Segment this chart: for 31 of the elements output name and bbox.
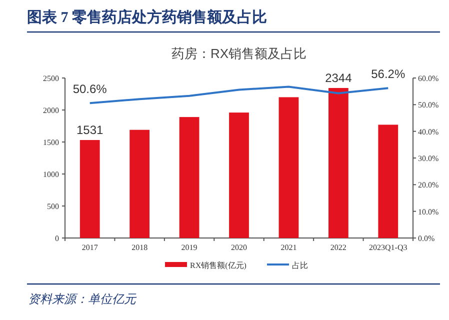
data-label: 2344 [325,70,352,85]
legend-label: 占比 [292,261,308,270]
ytick: 1000 [43,170,59,179]
xtick: 2020 [231,243,247,252]
xtick: 2022 [330,243,346,252]
xtick: 2017 [82,243,98,252]
y2tick: 30.0% [418,154,439,163]
ytick: 2500 [43,74,59,83]
xtick: 2023Q1-Q3 [369,243,408,252]
title: 图表 7 零售药店处方药销售额及占比 [27,10,267,26]
subtitle: 药房：RX销售额及占比 [171,46,307,61]
xtick: 2018 [132,243,148,252]
y2tick: 60.0% [418,74,439,83]
data-label: 50.6% [72,82,107,96]
y2tick: 0.0% [418,234,435,243]
legend-label: RX销售额(亿元) [190,261,247,270]
ytick: 1500 [43,138,59,147]
annotation: 资料来源：单位亿元 [28,292,136,306]
legend-item: RX销售额(亿元) [165,261,246,270]
y2tick: 40.0% [418,127,439,136]
legend-item: 占比 [267,261,308,270]
ytick: 0 [55,234,59,243]
xtick: 2021 [280,243,297,252]
data-label: 56.2% [371,67,406,82]
ytick: 500 [47,202,59,211]
xtick: 2019 [181,243,198,252]
y2tick: 10.0% [418,207,439,216]
y2tick: 20.0% [418,180,439,190]
ytick: 2000 [43,106,59,115]
y2tick: 50.0% [418,100,439,110]
data-label: 1531 [76,123,104,138]
